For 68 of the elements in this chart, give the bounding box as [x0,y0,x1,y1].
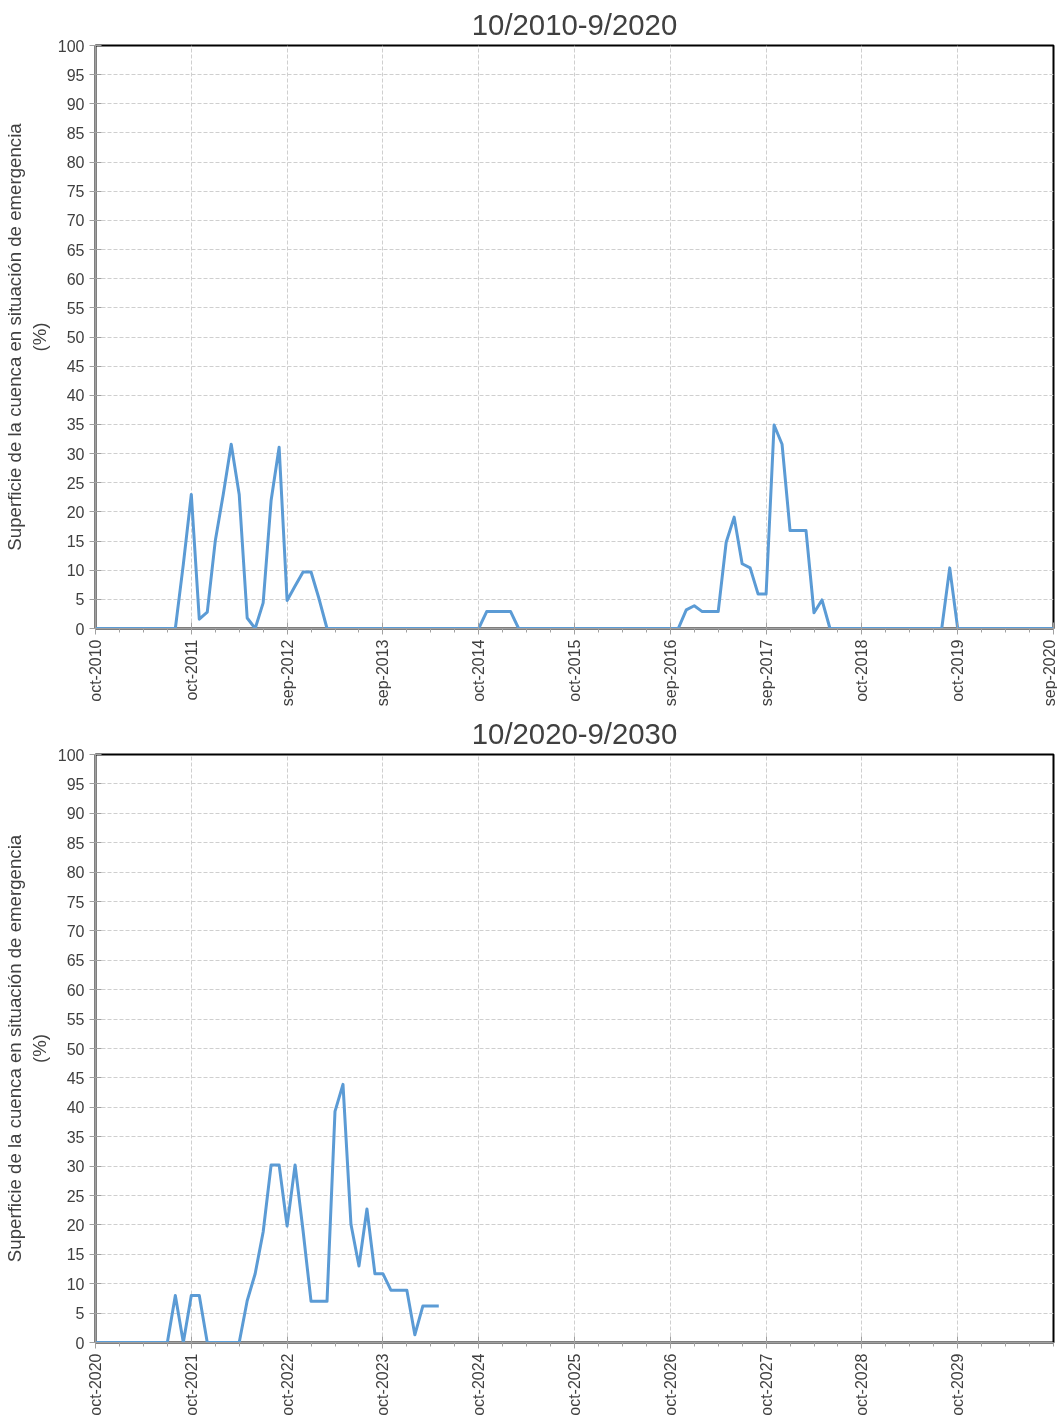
y-tick-label: 95 [66,66,85,84]
y-tick-label: 65 [66,952,85,970]
y-tick-label: 20 [66,1216,85,1234]
x-tick-label: sep-2016 [661,639,679,707]
x-tick-label: sep-2020 [1040,639,1057,707]
x-tick-label: sep-2017 [757,639,775,707]
y-tick-label: 0 [75,620,85,638]
x-tick-label: oct-2029 [949,1353,967,1416]
y-tick-label: 5 [75,591,85,609]
x-tick-label: oct-2024 [470,1353,488,1416]
x-tick-label: oct-2026 [661,1353,679,1416]
y-tick-label: 20 [66,503,85,521]
y-tick-label: 75 [66,893,85,911]
y-tick-label: 5 [75,1305,85,1323]
x-tick-label: oct-2025 [566,1353,583,1416]
y-tick-label: 35 [66,416,85,434]
y-axis-title: Superficie de la cuenca en situación de emergencia (%) [3,834,50,1263]
y-tick-label: 65 [66,241,85,259]
x-tick-label: oct-2022 [278,1353,296,1416]
y-tick-label: 45 [66,358,85,376]
y-tick-label: 55 [66,1011,85,1029]
x-tick-label: oct-2020 [87,1353,104,1416]
y-tick-label: 90 [66,95,85,113]
y-tick-label: 60 [66,981,85,999]
y-tick-label: 55 [66,299,85,317]
x-tick-label: oct-2028 [853,1353,871,1416]
y-tick-label: 30 [66,445,85,463]
x-tick-label: oct-2011 [182,639,200,701]
y-tick-label: 10 [66,562,85,580]
y-tick-label: 100 [57,746,85,764]
x-tick-label: oct-2010 [87,639,104,702]
x-tick-label: oct-2015 [566,639,583,702]
x-tick-label: oct-2027 [757,1353,775,1416]
y-tick-label: 80 [66,154,85,172]
y-axis-title: Superficie de la cuenca en situación de emergencia (%) [3,122,50,551]
x-tick-label: oct-2023 [374,1353,392,1416]
y-tick-label: 10 [66,1275,85,1293]
chart-title: 10/2020-9/2030 [471,716,678,750]
x-tick-label: sep-2013 [374,639,392,707]
y-tick-label: 40 [66,387,85,405]
y-tick-label: 50 [66,1040,85,1058]
y-tick-label: 85 [66,834,85,852]
y-tick-label: 60 [66,270,85,288]
y-tick-label: 35 [66,1128,85,1146]
y-tick-label: 85 [66,124,85,142]
x-tick-label: oct-2014 [470,639,488,702]
chart-title: 10/2010-9/2020 [471,7,678,41]
y-tick-label: 40 [66,1099,85,1117]
y-tick-label: 15 [66,1246,85,1264]
y-tick-label: 25 [66,1187,85,1205]
x-tick-label: sep-2012 [278,639,296,707]
y-tick-label: 70 [66,922,85,940]
y-tick-label: 45 [66,1069,85,1087]
y-tick-label: 25 [66,474,85,492]
x-tick-label: oct-2021 [182,1353,200,1416]
y-tick-label: 75 [66,183,85,201]
y-tick-label: 95 [66,775,85,793]
y-tick-label: 0 [75,1334,85,1352]
y-tick-label: 15 [66,533,85,551]
y-tick-label: 80 [66,864,85,882]
y-tick-label: 30 [66,1158,85,1176]
line-series [95,1082,441,1343]
y-tick-label: 70 [66,212,85,230]
x-tick-label: oct-2019 [949,639,967,702]
y-tick-label: 50 [66,329,85,346]
x-tick-label: oct-2018 [853,639,871,702]
y-tick-label: 100 [57,37,85,55]
y-tick-label: 90 [66,805,85,823]
